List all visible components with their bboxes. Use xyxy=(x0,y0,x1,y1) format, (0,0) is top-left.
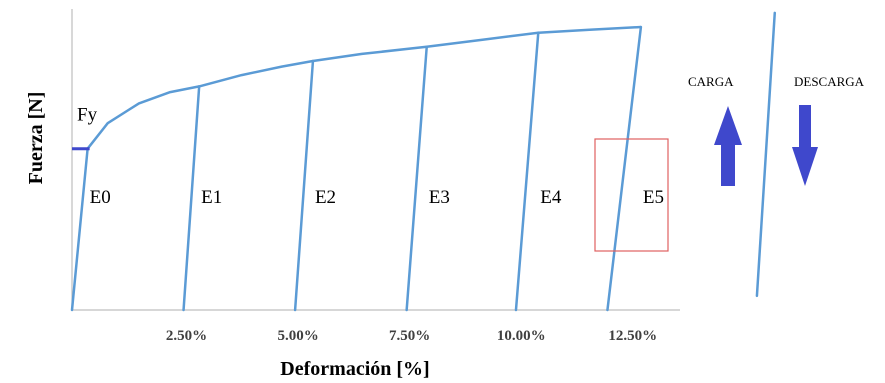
segment-label-e5: E5 xyxy=(643,187,664,208)
y-axis-title: Fuerza [N] xyxy=(25,92,47,185)
segment-label-e2: E2 xyxy=(315,187,336,208)
segment-label-e3: E3 xyxy=(429,187,450,208)
unload-legend-label: DESCARGA xyxy=(794,74,865,89)
segment-line-e3 xyxy=(405,45,428,312)
x-axis-title: Deformación [%] xyxy=(280,358,429,380)
segment-label-e4: E4 xyxy=(540,187,562,208)
segment-label-e1: E1 xyxy=(201,187,222,208)
detail-unload-line xyxy=(755,11,777,298)
x-tick-label: 10.00% xyxy=(497,328,546,344)
load-legend: CARGA xyxy=(688,74,742,186)
segment-label-e0: E0 xyxy=(90,187,111,208)
segment-line-e5 xyxy=(606,25,643,312)
x-tick-label: 7.50% xyxy=(389,328,430,344)
x-tick-label: 5.00% xyxy=(277,328,318,344)
segment-line-e0 xyxy=(70,147,89,312)
segment-line-e2 xyxy=(293,59,315,312)
x-tick-label: 2.50% xyxy=(166,328,207,344)
segment-line-e1 xyxy=(182,85,201,312)
load-legend-label: CARGA xyxy=(688,74,734,89)
x-tick-label: 12.50% xyxy=(608,328,657,344)
plot-lines xyxy=(70,11,777,312)
load-arrow-icon xyxy=(714,106,742,186)
unload-legend: DESCARGA xyxy=(792,74,865,186)
segment-line-e4 xyxy=(514,31,540,312)
unload-arrow-icon xyxy=(792,105,818,186)
segment-labels: E0 E1 E2 E3 E4 E5 xyxy=(90,187,664,208)
yield-label: Fy xyxy=(77,105,98,126)
envelope-curve xyxy=(86,25,641,150)
x-tick-labels: 2.50% 5.00% 7.50% 10.00% 12.50% xyxy=(166,328,657,344)
highlight-box xyxy=(594,138,669,252)
